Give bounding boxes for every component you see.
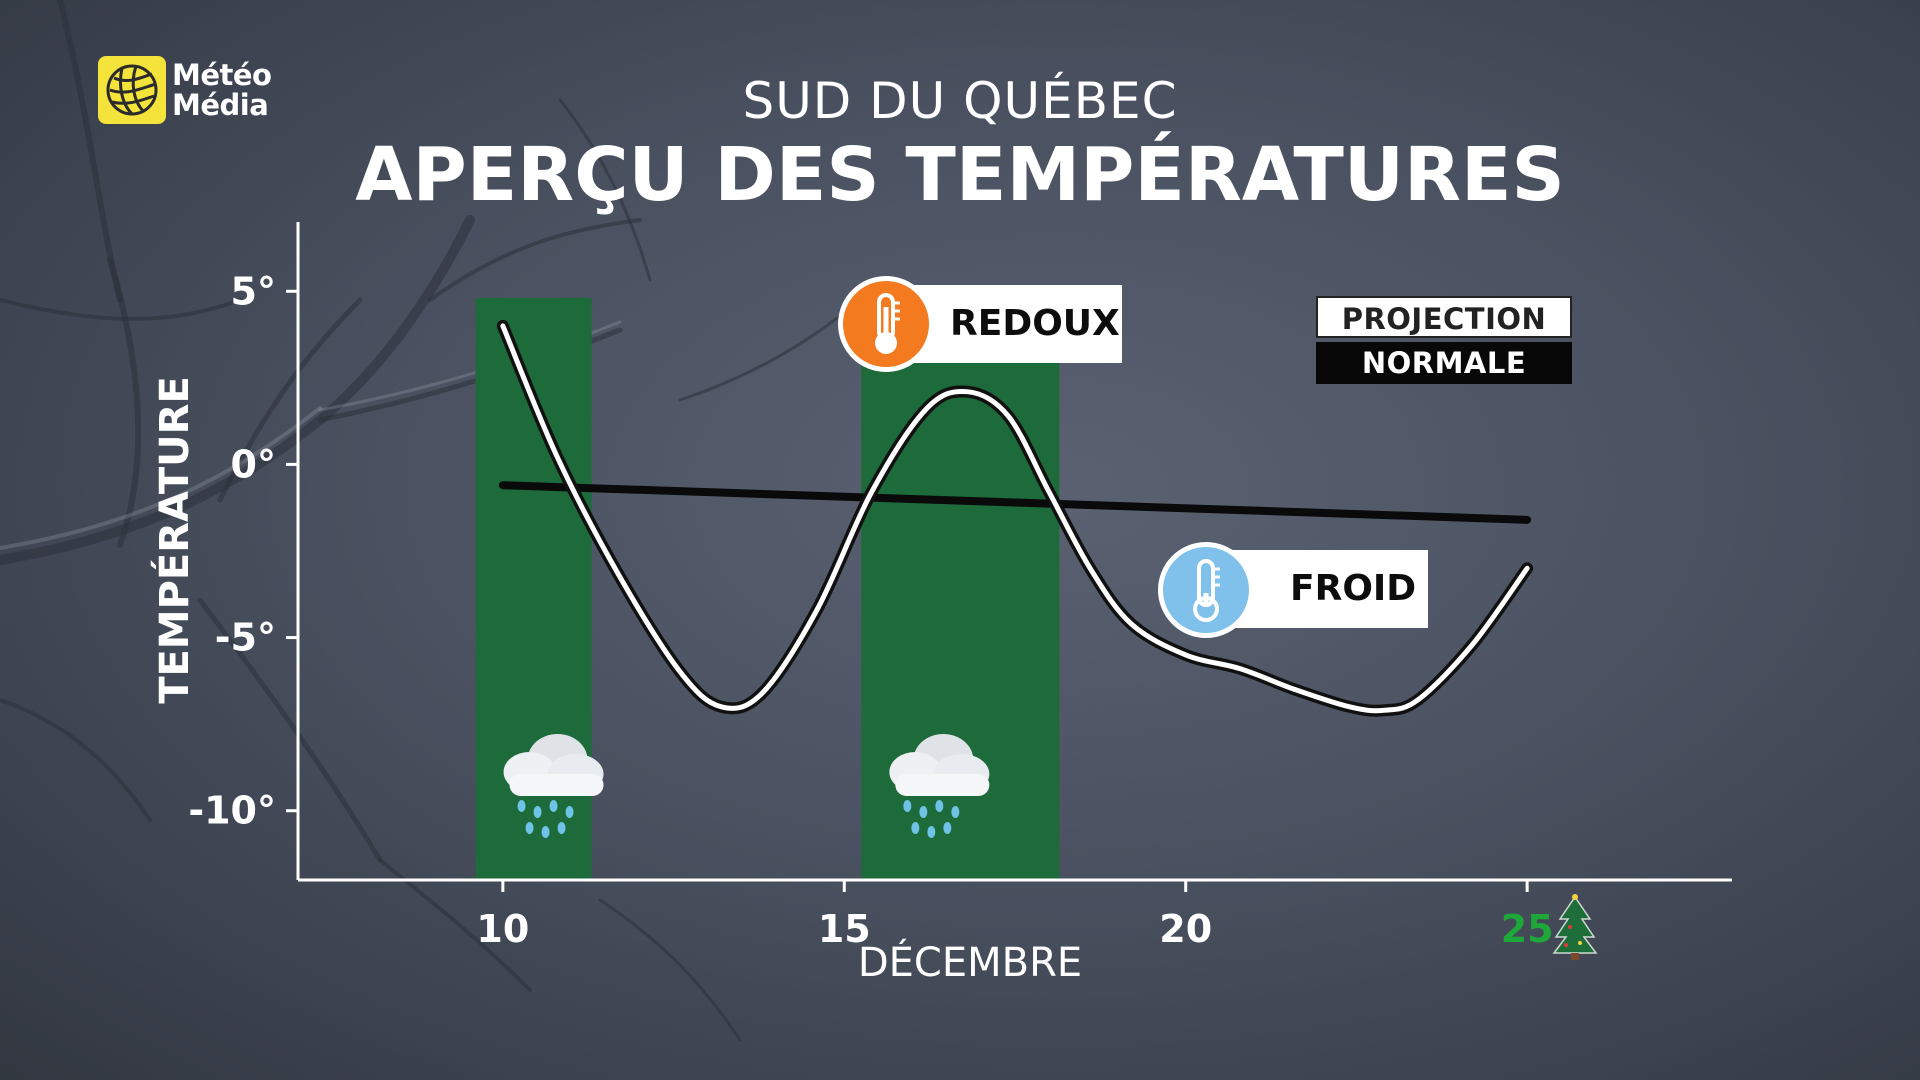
x-tick-label: 10 [476,907,529,951]
page-title: APERÇU DES TEMPÉRATURES [355,132,1565,218]
cloud-part [509,774,604,796]
y-tick-label: -10° [188,789,276,833]
rain-drop [517,800,526,812]
legend-normale: NORMALE [1316,342,1572,384]
rain-drop [943,822,952,834]
brand-logo: Météo Média [98,56,272,124]
brand-line-2: Média [172,88,269,122]
x-tick-label: 20 [1159,907,1212,951]
rain-drop [911,822,920,834]
rain-drop [903,800,912,812]
x-tick-label: 15 [818,907,871,951]
x-axis-label: DÉCEMBRE [857,940,1083,986]
cloud-part [895,774,990,796]
cold-thermometer-icon [1158,542,1254,638]
christmas-tree-icon [1552,894,1598,960]
rain-drop [557,822,566,834]
page-subtitle: SUD DU QUÉBEC [742,72,1178,130]
rain-drop [533,806,542,818]
y-axis-label: TEMPÉRATURE [152,376,198,704]
legend-projection: PROJECTION [1316,296,1572,338]
rain-cloud-icon [889,734,990,838]
brand-line-1: Météo [172,58,272,92]
rain-cloud-icon [503,734,604,838]
rain-drop [935,800,944,812]
rain-drop [927,826,936,838]
y-tick-label: 5° [231,269,276,313]
rain-drop [541,826,550,838]
legend: PROJECTION NORMALE [1316,296,1572,384]
series-line-normale [498,481,1532,524]
x-tick-label: 25 [1501,907,1554,951]
globe-logo-icon [98,56,166,124]
y-tick-label: 0° [231,442,276,486]
rain-drop [549,800,558,812]
rain-drop [525,822,534,834]
warm-thermometer-icon [838,276,934,372]
rain-drop [951,806,960,818]
brand-name: Météo Média [172,58,272,122]
rain-drop [919,806,928,818]
series-line-projection [500,323,1530,714]
rain-drop [565,806,574,818]
y-tick-label: -5° [215,616,276,660]
